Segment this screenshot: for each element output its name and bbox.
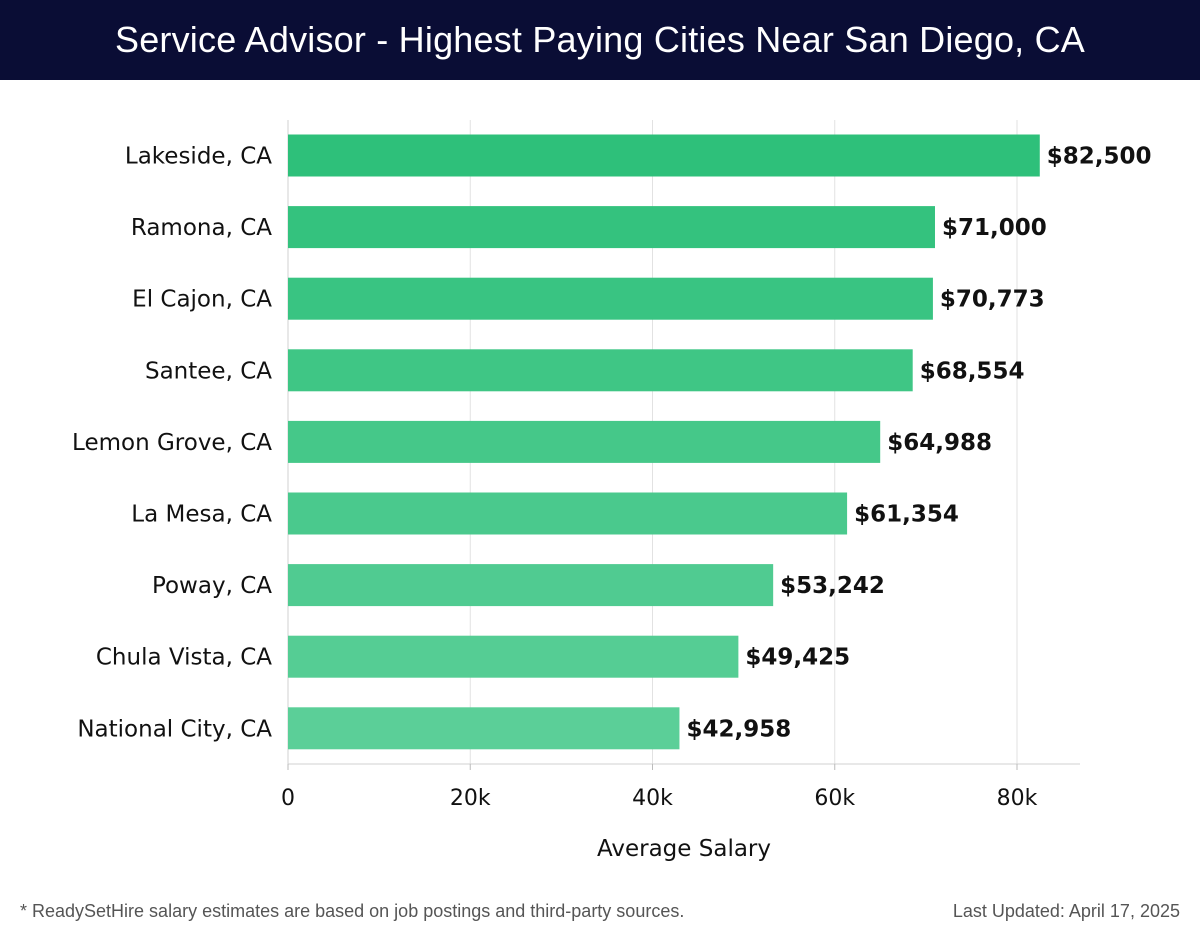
bar (288, 206, 935, 249)
bar (288, 420, 881, 463)
bar (288, 277, 933, 320)
value-label: $53,242 (780, 573, 885, 599)
bar (288, 707, 680, 750)
chart-header: Service Advisor - Highest Paying Cities … (0, 0, 1200, 80)
x-axis-label: Average Salary (597, 836, 771, 862)
category-label: Lakeside, CA (125, 144, 272, 170)
value-label: $68,554 (920, 358, 1025, 384)
footer-note: * ReadySetHire salary estimates are base… (20, 901, 685, 921)
chart-title: Service Advisor - Highest Paying Cities … (114, 19, 1085, 60)
category-label: Chula Vista, CA (96, 645, 272, 671)
category-label: Ramona, CA (131, 215, 272, 241)
salary-bar-chart: 0 20k 40k 60k 80k Average Salary Lakeside, CA $… (72, 120, 1152, 862)
value-label: $42,958 (686, 716, 791, 742)
value-label: $61,354 (854, 502, 959, 528)
category-label: La Mesa, CA (131, 502, 272, 528)
x-tick-label: 60k (814, 786, 855, 811)
x-tick-label: 80k (997, 786, 1038, 811)
x-tick-label: 0 (281, 786, 295, 811)
category-label: Santee, CA (145, 358, 272, 384)
value-label: $82,500 (1047, 144, 1152, 170)
value-label: $71,000 (942, 215, 1047, 241)
value-label: $49,425 (745, 645, 850, 671)
category-label: El Cajon, CA (132, 287, 272, 313)
value-label: $64,988 (887, 430, 992, 456)
x-tick-label: 40k (632, 786, 673, 811)
bar (288, 349, 913, 392)
last-updated: Last Updated: April 17, 2025 (952, 901, 1180, 921)
bar (288, 134, 1040, 177)
category-label: Poway, CA (152, 573, 272, 599)
bar (288, 564, 774, 607)
category-label: National City, CA (77, 716, 272, 742)
category-label: Lemon Grove, CA (72, 430, 272, 456)
bar (288, 635, 739, 678)
bar (288, 492, 848, 535)
value-label: $70,773 (940, 287, 1045, 313)
x-tick-label: 20k (450, 786, 491, 811)
